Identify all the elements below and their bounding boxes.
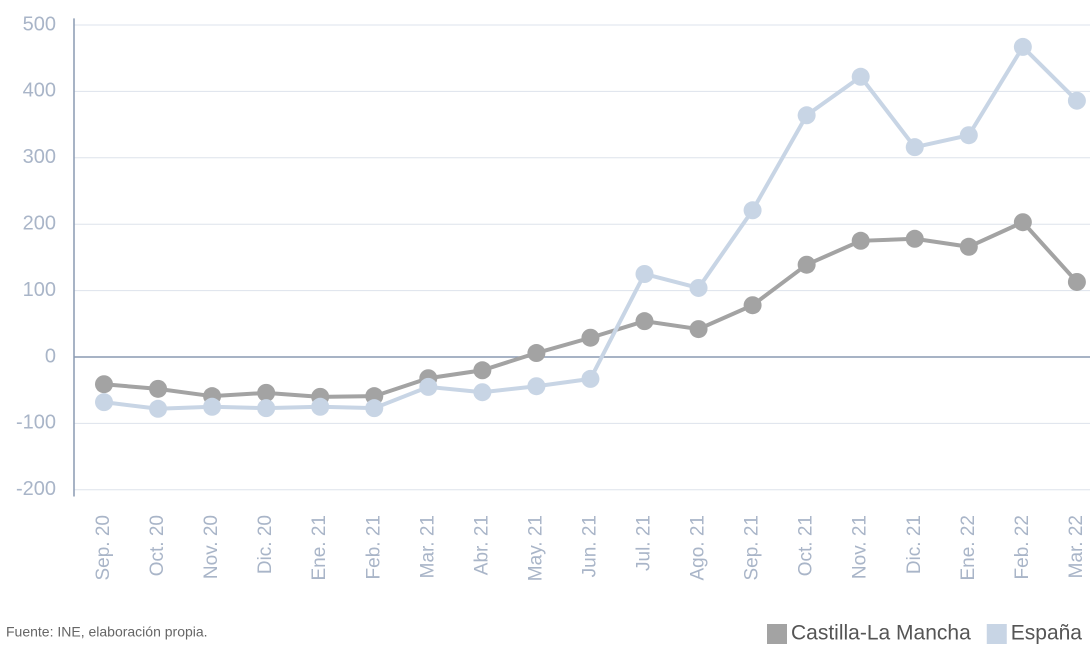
data-point (1013, 37, 1032, 56)
data-point (635, 312, 654, 331)
y-tick-label: 100 (23, 279, 56, 301)
data-point (527, 344, 546, 363)
data-point (959, 237, 978, 256)
data-point (959, 126, 978, 145)
x-tick-label: Oct. 21 (796, 515, 817, 576)
y-tick-label: 200 (23, 212, 56, 234)
data-point (689, 278, 708, 297)
x-tick-label: Feb. 22 (1012, 515, 1033, 579)
data-point (581, 369, 600, 388)
data-point (257, 399, 276, 418)
x-tick-label: Nov. 21 (850, 515, 871, 579)
data-point (1013, 213, 1032, 232)
x-tick-label: Mar. 22 (1066, 515, 1087, 578)
data-point (797, 106, 816, 125)
data-point (203, 397, 222, 416)
x-tick-label: Dic. 21 (904, 515, 925, 574)
x-tick-label: Nov. 20 (201, 515, 222, 579)
data-point (905, 138, 924, 157)
data-point (1067, 91, 1086, 110)
x-tick-label: May. 21 (525, 515, 546, 581)
x-tick-label: Sep. 20 (93, 515, 114, 581)
x-tick-label: Abr. 21 (471, 515, 492, 575)
data-point (527, 377, 546, 396)
x-tick-label: Ene. 21 (309, 515, 330, 581)
x-tick-label: Mar. 21 (417, 515, 438, 578)
data-point (419, 377, 438, 396)
data-point (743, 296, 762, 315)
data-point (581, 328, 600, 347)
data-point (851, 231, 870, 250)
x-tick-label: Ene. 22 (958, 515, 979, 581)
data-point (635, 265, 654, 283)
data-point (311, 397, 330, 416)
x-tick-label: Feb. 21 (363, 515, 384, 579)
y-tick-label: 400 (23, 80, 56, 102)
x-tick-label: Oct. 20 (147, 515, 168, 576)
legend-label: Castilla-La Mancha (791, 622, 971, 645)
data-point (905, 229, 924, 248)
y-tick-label: -200 (16, 478, 56, 500)
data-point (1067, 272, 1086, 291)
series-line (103, 43, 1079, 411)
data-point (473, 383, 492, 402)
x-tick-label: Sep. 21 (742, 515, 763, 581)
x-tick-label: Jul. 21 (634, 515, 655, 571)
x-tick-label: Dic. 20 (255, 515, 276, 574)
y-tick-label: 0 (45, 345, 56, 367)
legend-label: España (1011, 622, 1083, 645)
x-tick-label: Jun. 21 (579, 515, 600, 577)
y-tick-label: 300 (23, 146, 56, 168)
y-tick-label: -100 (16, 412, 56, 434)
legend-swatch (986, 624, 1007, 644)
data-point (149, 399, 168, 418)
data-point (689, 320, 708, 339)
x-tick-label: Ago. 21 (688, 515, 709, 581)
data-point (95, 375, 113, 394)
source-note: Fuente: INE, elaboración propia. (6, 624, 208, 640)
data-point (149, 379, 168, 398)
data-point (743, 201, 762, 220)
data-point (365, 399, 384, 418)
legend-swatch (767, 624, 787, 644)
y-tick-label: 500 (23, 13, 56, 35)
data-point (257, 383, 276, 402)
data-point (473, 361, 492, 380)
data-point (95, 393, 113, 412)
data-point (851, 67, 870, 86)
data-point (797, 255, 816, 274)
